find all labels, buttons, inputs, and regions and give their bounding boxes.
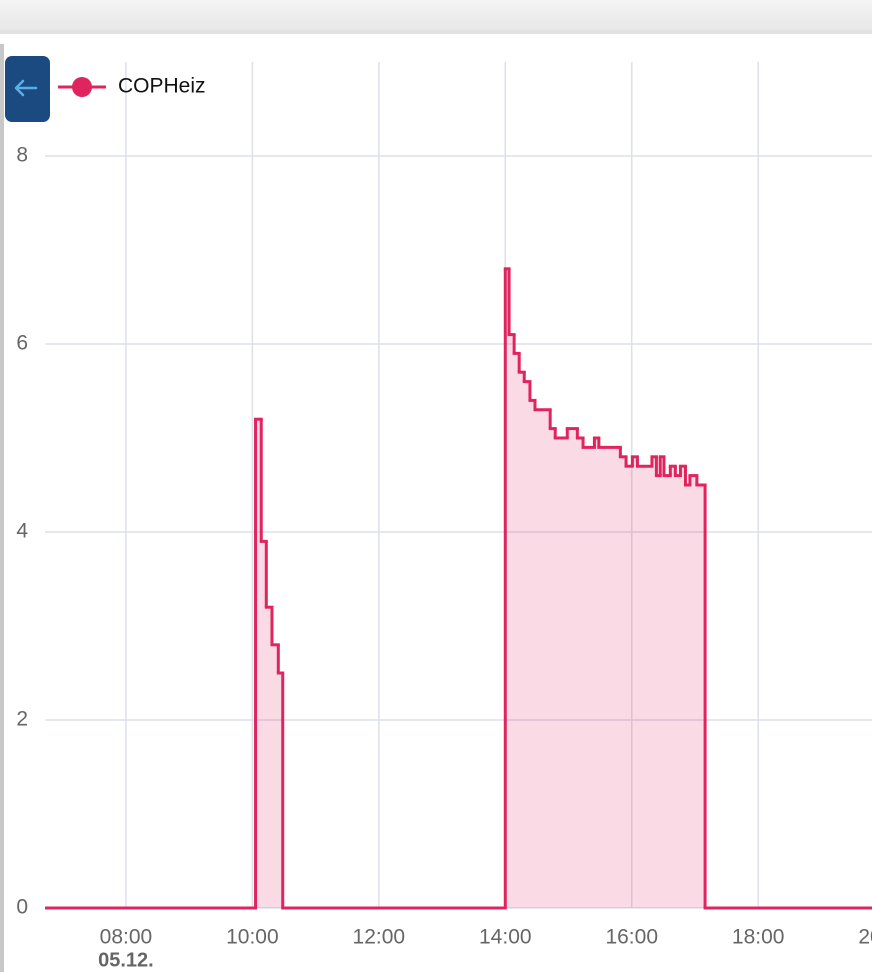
- axis-labels: 0 2 4 6 8 08:00 10:00 12:00 14:00 16:00 18:00 20:00…: [16, 144, 872, 972]
- area-step: [577, 438, 584, 908]
- back-button[interactable]: [5, 56, 50, 122]
- left-border: [0, 44, 4, 972]
- area-step: [555, 438, 568, 908]
- area-step: [685, 485, 690, 908]
- y-tick-label: 2: [16, 708, 28, 731]
- area-step: [524, 381, 530, 909]
- area-step: [529, 400, 536, 908]
- area-step: [535, 409, 551, 908]
- area-step: [255, 419, 262, 908]
- area-step: [689, 475, 697, 908]
- legend-marker[interactable]: [72, 77, 92, 97]
- x-tick-label: 18:00: [732, 926, 785, 949]
- area-step: [670, 466, 676, 908]
- area-step: [271, 644, 279, 908]
- area-step: [278, 673, 283, 908]
- y-tick-label: 6: [16, 332, 28, 355]
- area-step: [660, 456, 664, 908]
- x-date-label: 05.12.: [98, 949, 154, 971]
- area-step: [637, 466, 652, 908]
- area-step: [632, 456, 638, 908]
- area-step: [598, 447, 621, 908]
- legend[interactable]: COPHeiz: [58, 75, 206, 98]
- area-step: [626, 466, 633, 908]
- y-tick-label: 0: [16, 896, 28, 919]
- area-step: [696, 485, 706, 908]
- top-bar-shadow: [0, 30, 872, 34]
- area-step: [620, 456, 627, 908]
- area-step: [519, 372, 525, 908]
- area-step: [567, 428, 578, 908]
- area-step: [651, 456, 657, 908]
- legend-label[interactable]: COPHeiz: [118, 75, 206, 98]
- area-step: [675, 475, 681, 908]
- area-step: [266, 607, 272, 908]
- area-step: [663, 475, 671, 908]
- plot: [45, 267, 872, 910]
- area-step: [680, 466, 686, 908]
- area-step: [261, 541, 267, 908]
- x-tick-label: 10:00: [226, 926, 279, 949]
- area-step: [550, 428, 556, 908]
- top-bar: [0, 0, 872, 30]
- x-tick-label: 08:00: [100, 926, 153, 949]
- y-tick-label: 4: [16, 520, 28, 543]
- back-arrow[interactable]: [14, 79, 38, 97]
- y-tick-label: 8: [16, 144, 28, 167]
- area-step: [514, 353, 520, 908]
- x-tick-label: 16:00: [605, 926, 658, 949]
- grid: [45, 62, 872, 909]
- x-tick-label: 14:00: [479, 926, 532, 949]
- area-step: [594, 438, 599, 908]
- area-step: [505, 268, 510, 908]
- x-tick-label: 20:00: [858, 926, 872, 949]
- area-step: [509, 334, 515, 909]
- area-step: [656, 475, 661, 908]
- x-tick-label: 12:00: [353, 926, 406, 949]
- area-step: [583, 447, 595, 908]
